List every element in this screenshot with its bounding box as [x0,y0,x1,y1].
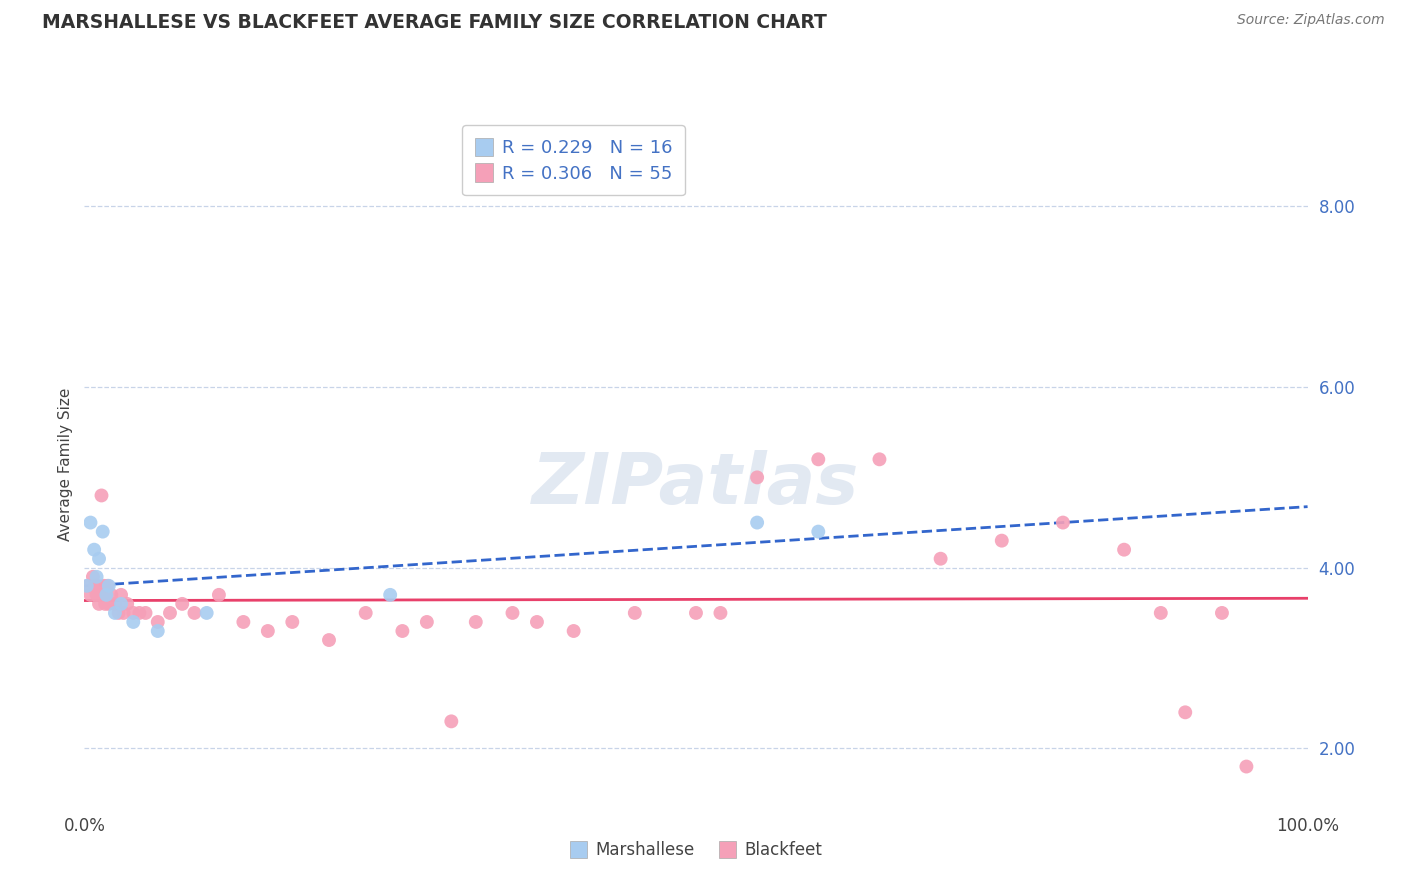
Point [232,615,254,629]
Point [526,615,548,629]
Point [464,615,486,629]
Point [807,524,830,539]
Point [112,606,135,620]
Point [89,588,111,602]
Point [380,588,402,602]
Point [1114,542,1136,557]
Point [1052,516,1074,530]
Point [562,624,585,638]
Point [159,606,181,620]
Point [747,470,769,484]
Point [122,606,145,620]
Point [76,579,98,593]
Point [440,714,463,729]
Point [87,551,110,566]
Point [146,624,169,638]
Point [96,588,118,602]
Point [97,597,120,611]
Point [97,579,120,593]
Point [709,606,731,620]
Point [79,516,101,530]
Y-axis label: Average Family Size: Average Family Size [58,387,73,541]
Point [77,579,100,593]
Point [1174,706,1197,720]
Point [195,606,218,620]
Point [416,615,439,629]
Point [94,597,117,611]
Point [82,570,104,584]
Point [128,606,150,620]
Point [107,606,129,620]
Point [502,606,524,620]
Legend: Marshallese, Blackfeet: Marshallese, Blackfeet [564,835,828,866]
Point [104,597,127,611]
Point [391,624,413,638]
Point [929,551,952,566]
Point [104,606,127,620]
Text: Source: ZipAtlas.com: Source: ZipAtlas.com [1237,13,1385,28]
Text: MARSHALLESE VS BLACKFEET AVERAGE FAMILY SIZE CORRELATION CHART: MARSHALLESE VS BLACKFEET AVERAGE FAMILY … [42,13,827,32]
Point [685,606,707,620]
Point [87,579,110,593]
Point [110,588,132,602]
Point [146,615,169,629]
Point [97,579,120,593]
Point [110,597,132,611]
Point [318,633,340,648]
Point [354,606,377,620]
Point [86,588,108,602]
Point [83,542,105,557]
Point [208,588,231,602]
Point [624,606,647,620]
Point [79,588,101,602]
Point [991,533,1014,548]
Point [747,516,769,530]
Point [91,524,114,539]
Point [91,588,114,602]
Point [84,579,107,593]
Point [96,588,118,602]
Point [183,606,205,620]
Point [93,579,115,593]
Point [807,452,830,467]
Point [135,606,157,620]
Point [1236,759,1258,773]
Point [257,624,280,638]
Point [122,615,145,629]
Point [869,452,891,467]
Point [87,597,110,611]
Text: ZIPatlas: ZIPatlas [533,450,859,519]
Point [100,588,122,602]
Point [90,488,112,502]
Point [1150,606,1173,620]
Point [1211,606,1233,620]
Point [115,597,138,611]
Point [86,570,108,584]
Point [281,615,304,629]
Point [172,597,194,611]
